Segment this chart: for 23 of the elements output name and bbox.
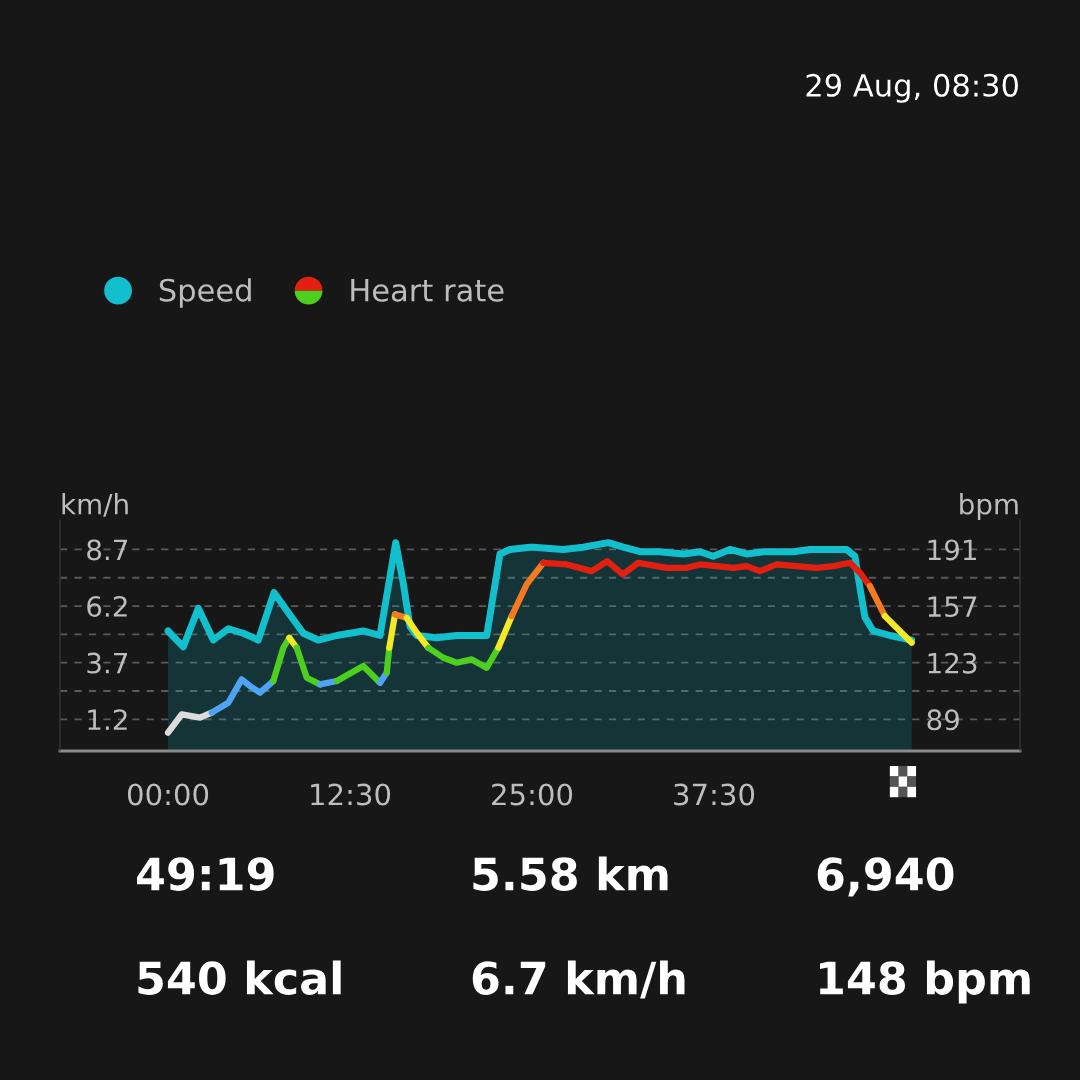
legend-label: Speed	[159, 278, 251, 308]
text: 540 kcal	[138, 960, 341, 995]
y-tick-label: 3.7	[87, 652, 128, 674]
text: 6.7 km/h	[472, 960, 685, 999]
legend-label: Heart rate	[351, 279, 504, 302]
x-tick-label: 37:30	[674, 783, 755, 806]
y-axis-title: km/h	[62, 493, 128, 517]
chart-subtitle: 29 Aug, 08:30	[806, 73, 1018, 103]
y2-tick-label: 191	[928, 539, 977, 561]
text: 49:19	[137, 857, 274, 891]
y-tick-label: 1.2	[88, 709, 127, 730]
x-tick-label: 12:30	[311, 783, 391, 806]
y2-axis-title: bpm	[960, 493, 1018, 520]
text: 148 bpm	[820, 960, 1030, 1004]
text: 5.58 km	[473, 856, 668, 891]
x-tick-label: 00:00	[127, 783, 209, 806]
y-tick-label: 8.7	[87, 539, 128, 561]
y2-tick-label: 157	[928, 596, 977, 618]
x-tick-label: 25:00	[492, 783, 573, 806]
y2-tick-label: 89	[927, 709, 959, 731]
y2-tick-label: 123	[928, 652, 977, 674]
text: 6,940	[817, 857, 954, 897]
y-tick-label: 6.2	[87, 596, 127, 618]
